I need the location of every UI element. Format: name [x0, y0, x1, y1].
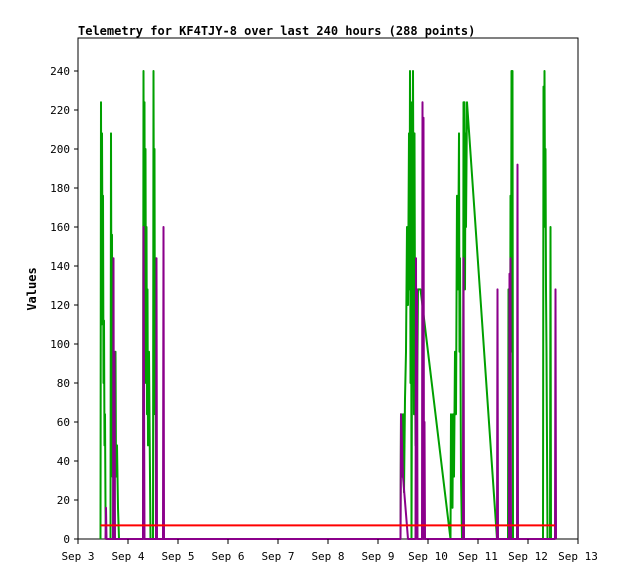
- y-tick-label: 0: [63, 533, 70, 546]
- y-tick-label: 240: [50, 65, 70, 78]
- series-layer: [99, 70, 557, 540]
- x-axis: Sep 3 Sep 4 Sep 5 Sep 6 Sep 7 Sep 8 Sep 9 Sep 1…: [61, 539, 598, 563]
- y-tick-label: 100: [50, 338, 70, 351]
- x-tick-label: Sep 9: [361, 550, 394, 563]
- y-tick-label: 180: [50, 182, 70, 195]
- x-tick-label: Sep 5: [161, 550, 194, 563]
- x-tick-label: Sep 10: [408, 550, 448, 563]
- series-line-2: [104, 101, 557, 540]
- y-tick-label: 80: [57, 377, 70, 390]
- y-tick-label: 200: [50, 143, 70, 156]
- x-tick-label: Sep 13: [558, 550, 598, 563]
- x-tick-label: Sep 4: [111, 550, 144, 563]
- y-tick-label: 20: [57, 494, 70, 507]
- x-tick-label: Sep 3: [61, 550, 94, 563]
- y-tick-label: 220: [50, 104, 70, 117]
- x-tick-label: Sep 11: [458, 550, 498, 563]
- plot-area: [77, 37, 579, 540]
- y-tick-label: 40: [57, 455, 70, 468]
- x-tick-label: Sep 8: [311, 550, 344, 563]
- chart-title: Telemetry for KF4TJY-8 over last 240 hou…: [78, 24, 475, 38]
- y-tick-label: 140: [50, 260, 70, 273]
- y-tick-label: 160: [50, 221, 70, 234]
- y-tick-label: 120: [50, 299, 70, 312]
- y-axis-label: Values: [25, 267, 39, 310]
- x-tick-label: Sep 12: [508, 550, 548, 563]
- x-tick-label: Sep 6: [211, 550, 244, 563]
- y-axis: 0 20 40 60 80 100 120 140 160 180 200 220 240: [50, 65, 78, 546]
- x-tick-label: Sep 7: [261, 550, 294, 563]
- y-tick-label: 60: [57, 416, 70, 429]
